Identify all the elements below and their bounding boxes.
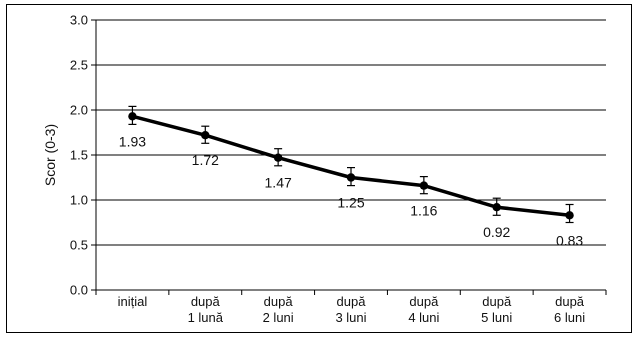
data-label: 1.47 xyxy=(265,175,292,191)
y-axis-title: Scor (0-3) xyxy=(42,124,58,186)
x-tick-label: 5 luni xyxy=(481,310,512,325)
data-point xyxy=(492,203,501,212)
data-label: 1.93 xyxy=(119,133,146,149)
x-tick-label: 4 luni xyxy=(408,310,439,325)
data-point xyxy=(273,153,283,162)
data-point xyxy=(419,181,429,190)
x-tick-label: 1 lună xyxy=(188,310,224,325)
x-tick-label: 2 luni xyxy=(263,310,294,325)
data-point xyxy=(346,173,356,182)
y-tick-label: 3.0 xyxy=(70,13,88,28)
data-label: 1.16 xyxy=(410,203,437,219)
data-label: 1.25 xyxy=(337,195,364,211)
x-tick-label: după xyxy=(337,294,367,309)
data-label: 1.72 xyxy=(192,152,219,168)
data-point xyxy=(201,131,210,140)
data-point xyxy=(565,211,574,220)
x-tick-label: 6 luni xyxy=(554,310,585,325)
x-tick-label: 3 luni xyxy=(335,310,366,325)
x-tick-label: după xyxy=(264,294,294,309)
y-axis: 0.0 0.5 1.0 1.5 2.0 2.5 3.0 xyxy=(70,13,97,298)
series: 1.93 1.72 1.47 1.25 1.16 0.92 0.83 xyxy=(119,105,583,248)
data-label: 0.92 xyxy=(483,224,510,240)
gridlines xyxy=(96,19,606,246)
y-tick-label: 0.0 xyxy=(70,283,88,298)
y-tick-label: 2.5 xyxy=(70,58,88,73)
x-tick-label: după xyxy=(555,294,585,309)
y-tick-label: 0.5 xyxy=(70,238,88,253)
y-tick-label: 2.0 xyxy=(70,103,88,118)
y-tick-label: 1.5 xyxy=(70,148,88,163)
data-point xyxy=(128,112,137,121)
y-tick-label: 1.0 xyxy=(70,193,88,208)
x-tick-label: după xyxy=(409,294,439,309)
x-tick-label: după xyxy=(191,294,221,309)
x-tick-label: inițial xyxy=(118,294,148,309)
data-label: 0.83 xyxy=(556,232,583,248)
x-tick-label: după xyxy=(482,294,512,309)
